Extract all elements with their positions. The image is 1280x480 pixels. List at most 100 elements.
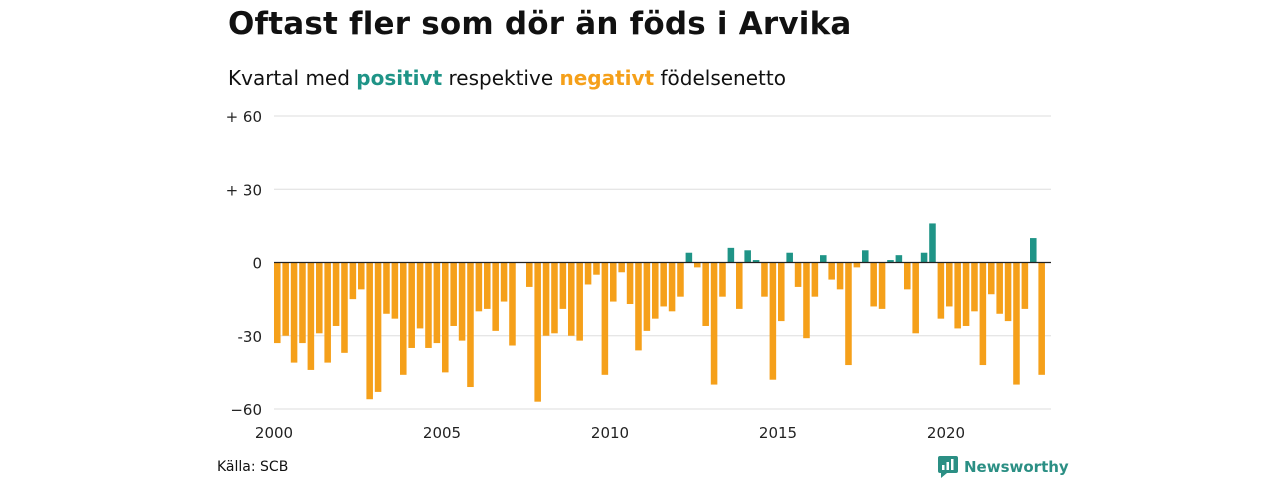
bar-2000-k1 bbox=[274, 262, 281, 344]
subtitle-negative-word: negativt bbox=[559, 66, 655, 90]
bar-2004-k1 bbox=[408, 262, 415, 348]
bar-2013-k1 bbox=[710, 262, 718, 385]
bar-2003-k2 bbox=[383, 262, 390, 314]
bar-2017-k2 bbox=[853, 262, 861, 268]
bar-2021-k4 bbox=[1004, 262, 1012, 322]
bar-2016-k1 bbox=[811, 262, 819, 297]
subtitle-positive-word: positivt bbox=[356, 66, 443, 90]
bar-2021-k2 bbox=[988, 262, 995, 295]
x-tick-label: 2015 bbox=[759, 424, 797, 442]
bar-2016-k4 bbox=[836, 262, 844, 290]
bar-2003-k3 bbox=[391, 262, 399, 319]
bar-2015-k3 bbox=[794, 262, 802, 287]
bar-2017-k4 bbox=[870, 262, 877, 307]
bar-2015-k2 bbox=[786, 252, 793, 263]
bar-2002-k1 bbox=[341, 262, 348, 353]
bar-2022-k1 bbox=[1013, 262, 1020, 385]
bar-2019-k4 bbox=[937, 262, 945, 319]
bar-2008-k3 bbox=[559, 262, 567, 309]
bar-2015-k4 bbox=[803, 262, 810, 339]
bar-2009-k3 bbox=[593, 262, 600, 275]
bar-2001-k3 bbox=[324, 262, 331, 363]
bar-2000-k3 bbox=[290, 262, 298, 363]
bar-2020-k2 bbox=[954, 262, 961, 329]
bar-2007-k4 bbox=[534, 262, 541, 402]
bar-2007-k3 bbox=[526, 262, 533, 287]
bar-2019-k2 bbox=[920, 252, 928, 263]
bar-2010-k2 bbox=[618, 262, 625, 273]
bar-2018-k1 bbox=[878, 262, 886, 309]
chart-title: Oftast fler som dör än föds i Arvika bbox=[228, 6, 852, 42]
bar-2018-k3 bbox=[895, 255, 903, 263]
bar-2007-k1 bbox=[509, 262, 516, 346]
bar-2015-k1 bbox=[778, 262, 785, 322]
bar-2005-k4 bbox=[467, 262, 474, 388]
bar-2010-k1 bbox=[610, 262, 617, 302]
bar-2012-k3 bbox=[694, 262, 701, 268]
bar-2011-k2 bbox=[652, 262, 659, 319]
y-tick-label: -30 bbox=[238, 328, 263, 346]
bar-2000-k4 bbox=[299, 262, 306, 344]
bar-2002-k3 bbox=[358, 262, 365, 290]
bar-2005-k1 bbox=[442, 262, 449, 373]
bar-2008-k4 bbox=[568, 262, 575, 336]
bar-2002-k4 bbox=[366, 262, 373, 400]
bar-2022-k4 bbox=[1038, 262, 1045, 375]
subtitle-middle: respektive bbox=[448, 66, 554, 90]
bar-2003-k4 bbox=[400, 262, 407, 375]
bar-2012-k2 bbox=[685, 252, 693, 263]
bar-2012-k4 bbox=[702, 262, 709, 326]
x-tick-label: 2010 bbox=[591, 424, 629, 442]
bar-2013-k2 bbox=[719, 262, 726, 297]
bar-2009-k4 bbox=[601, 262, 609, 375]
bar-2005-k3 bbox=[458, 262, 466, 341]
bar-2011-k4 bbox=[668, 262, 676, 312]
x-tick-label: 2020 bbox=[927, 424, 965, 442]
bar-2006-k1 bbox=[475, 262, 483, 312]
bar-2006-k2 bbox=[484, 262, 491, 309]
bar-2010-k3 bbox=[626, 262, 634, 305]
bar-2020-k1 bbox=[946, 262, 953, 307]
x-tick-label: 2005 bbox=[423, 424, 461, 442]
bar-2012-k1 bbox=[677, 262, 684, 297]
bar-2010-k4 bbox=[635, 262, 642, 351]
y-tick-label: 0 bbox=[252, 255, 262, 273]
y-tick-label: + 30 bbox=[226, 181, 262, 199]
bar-2014-k4 bbox=[769, 262, 777, 380]
bar-2014-k3 bbox=[761, 262, 768, 297]
bar-2020-k4 bbox=[971, 262, 978, 312]
chart-subtitle: Kvartal med positivt respektive negativt… bbox=[228, 66, 786, 90]
bar-2002-k2 bbox=[349, 262, 357, 300]
bar-2022-k3 bbox=[1030, 238, 1037, 263]
bar-2008-k2 bbox=[551, 262, 558, 334]
bar-2011-k1 bbox=[643, 262, 651, 331]
bar-2005-k2 bbox=[450, 262, 457, 326]
bar-2009-k1 bbox=[576, 262, 583, 341]
bar-2003-k1 bbox=[374, 262, 382, 392]
bar-2004-k2 bbox=[416, 262, 424, 329]
bar-2013-k3 bbox=[727, 247, 735, 263]
subtitle-suffix: födelsenetto bbox=[660, 66, 786, 90]
bar-2020-k3 bbox=[962, 262, 970, 326]
bar-2021-k1 bbox=[979, 262, 987, 366]
bar-2006-k4 bbox=[500, 262, 508, 302]
bar-2011-k3 bbox=[660, 262, 667, 307]
subtitle-prefix: Kvartal med bbox=[228, 66, 350, 90]
bar-2001-k1 bbox=[307, 262, 315, 370]
bar-2006-k3 bbox=[492, 262, 499, 331]
brand-name: Newsworthy bbox=[964, 458, 1069, 476]
bar-2016-k3 bbox=[828, 262, 835, 280]
bar-2018-k2 bbox=[887, 260, 894, 263]
bar-2013-k4 bbox=[736, 262, 743, 309]
bar-2009-k2 bbox=[584, 262, 592, 285]
bar-2016-k2 bbox=[820, 255, 827, 263]
bar-2019-k1 bbox=[912, 262, 919, 334]
y-tick-label: −60 bbox=[230, 401, 262, 419]
bar-2014-k1 bbox=[744, 250, 751, 263]
bar-2001-k2 bbox=[316, 262, 323, 334]
bar-2018-k4 bbox=[904, 262, 911, 290]
bar-2004-k4 bbox=[433, 262, 441, 344]
source-note: Källa: SCB bbox=[217, 459, 289, 475]
bar-2017-k3 bbox=[862, 250, 869, 263]
